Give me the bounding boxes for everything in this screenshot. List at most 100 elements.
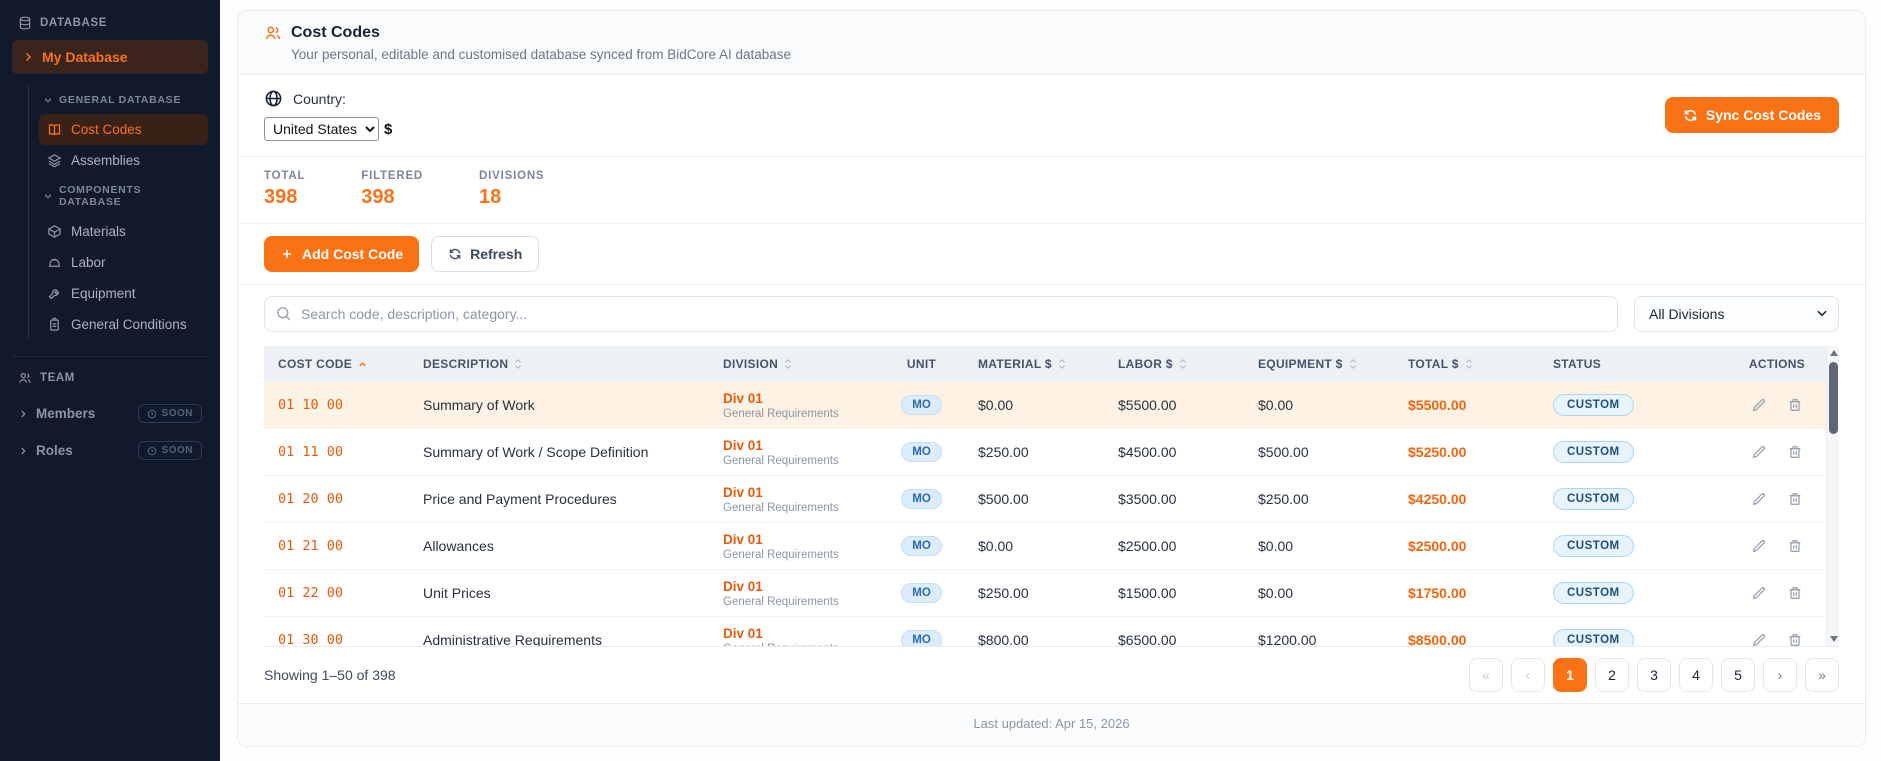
cost-codes-label: Cost Codes <box>71 122 142 137</box>
column-header-labor[interactable]: LABOR $ <box>1104 357 1244 371</box>
sidebar-team-header: TEAM <box>12 369 208 395</box>
description-header-label: DESCRIPTION <box>423 357 509 371</box>
table-row[interactable]: 01 11 00 Summary of Work / Scope Definit… <box>264 429 1839 476</box>
sidebar-item-equipment[interactable]: Equipment <box>39 278 208 309</box>
column-header-status: STATUS <box>1539 357 1689 371</box>
pagination-next-button[interactable]: › <box>1763 658 1797 692</box>
scrollbar-thumb[interactable] <box>1829 362 1838 434</box>
stat-total: TOTAL 398 <box>264 170 305 209</box>
soon-label: SOON <box>161 445 193 456</box>
users-icon <box>264 24 282 42</box>
column-header-total[interactable]: TOTAL $ <box>1394 357 1539 371</box>
division-filter-select[interactable]: All Divisions <box>1634 296 1839 332</box>
material-value: $250.00 <box>978 585 1029 601</box>
assemblies-label: Assemblies <box>71 153 141 168</box>
status-badge: CUSTOM <box>1553 582 1634 604</box>
search-input[interactable] <box>264 296 1618 332</box>
delete-button[interactable] <box>1787 585 1803 601</box>
edit-button[interactable] <box>1751 632 1767 646</box>
sort-icon <box>1348 358 1358 370</box>
delete-button[interactable] <box>1787 632 1803 646</box>
sidebar-database-label: DATABASE <box>40 17 107 29</box>
sidebar-item-general-conditions[interactable]: General Conditions <box>39 309 208 340</box>
division-sub-value: General Requirements <box>723 501 839 514</box>
members-label: Members <box>36 406 96 421</box>
unit-badge: MO <box>901 536 942 556</box>
sync-cost-codes-button[interactable]: Sync Cost Codes <box>1664 97 1839 133</box>
column-header-material[interactable]: MATERIAL $ <box>964 357 1104 371</box>
edit-button[interactable] <box>1751 491 1767 507</box>
components-database-label: COMPONENTS DATABASE <box>59 184 142 208</box>
pagination-page-1[interactable]: 1 <box>1553 658 1587 692</box>
sidebar-item-cost-codes[interactable]: Cost Codes <box>39 114 208 145</box>
sort-icon <box>783 358 793 370</box>
sidebar-database-header: DATABASE <box>12 14 208 40</box>
unit-badge: MO <box>901 442 942 462</box>
edit-button[interactable] <box>1751 538 1767 554</box>
pagination-page-5[interactable]: 5 <box>1721 658 1755 692</box>
edit-button[interactable] <box>1751 444 1767 460</box>
add-cost-code-button[interactable]: Add Cost Code <box>264 236 420 272</box>
labor-value: $3500.00 <box>1118 491 1177 507</box>
cost-code-header-label: COST CODE <box>278 357 353 371</box>
table-footer: Showing 1–50 of 398 « ‹ 1 2 3 4 5 › » <box>238 647 1865 703</box>
scrollbar-down-arrow[interactable] <box>1830 636 1838 642</box>
total-value: $5250.00 <box>1408 444 1467 460</box>
country-select[interactable]: United States <box>264 117 379 141</box>
showing-text: Showing 1–50 of 398 <box>264 667 396 683</box>
sidebar-item-assemblies[interactable]: Assemblies <box>39 145 208 176</box>
sort-icon <box>1178 358 1188 370</box>
card-header: Cost Codes Your personal, editable and c… <box>238 11 1865 75</box>
chevron-down-icon <box>43 191 53 201</box>
layers-icon <box>47 153 62 168</box>
equipment-value: $0.00 <box>1258 585 1294 601</box>
table-header-row: COST CODE DESCRIPTION DIVISION <box>264 346 1839 382</box>
column-header-equipment[interactable]: EQUIPMENT $ <box>1244 357 1394 371</box>
table-row[interactable]: 01 10 00 Summary of Work Div 01 General … <box>264 382 1839 429</box>
edit-button[interactable] <box>1751 397 1767 413</box>
cost-code-value: 01 30 00 <box>278 632 344 647</box>
sidebar-item-roles[interactable]: Roles SOON <box>12 432 208 469</box>
sidebar-tree: GENERAL DATABASE Cost Codes Assemblies C… <box>28 86 208 340</box>
column-header-description[interactable]: DESCRIPTION <box>409 357 709 371</box>
edit-button[interactable] <box>1751 585 1767 601</box>
sidebar-group-components-database[interactable]: COMPONENTS DATABASE <box>39 176 208 216</box>
pagination-page-3[interactable]: 3 <box>1637 658 1671 692</box>
stats-section: TOTAL 398 FILTERED 398 DIVISIONS 18 <box>238 157 1865 224</box>
division-sub-value: General Requirements <box>723 595 839 608</box>
delete-button[interactable] <box>1787 444 1803 460</box>
pagination-first-button[interactable]: « <box>1469 658 1503 692</box>
table-row[interactable]: 01 21 00 Allowances Div 01 General Requi… <box>264 523 1839 570</box>
sort-icon <box>1464 358 1474 370</box>
delete-button[interactable] <box>1787 491 1803 507</box>
pagination-last-button[interactable]: » <box>1805 658 1839 692</box>
sidebar-item-materials[interactable]: Materials <box>39 216 208 247</box>
pagination-prev-button[interactable]: ‹ <box>1511 658 1545 692</box>
column-header-division[interactable]: DIVISION <box>709 357 879 371</box>
delete-button[interactable] <box>1787 397 1803 413</box>
refresh-button[interactable]: Refresh <box>431 236 540 272</box>
total-header-label: TOTAL $ <box>1408 357 1459 371</box>
stat-filtered: FILTERED 398 <box>361 170 423 209</box>
pagination-page-4[interactable]: 4 <box>1679 658 1713 692</box>
delete-button[interactable] <box>1787 538 1803 554</box>
cost-code-value: 01 21 00 <box>278 538 344 554</box>
table-row[interactable]: 01 30 00 Administrative Requirements Div… <box>264 617 1839 647</box>
table-row[interactable]: 01 22 00 Unit Prices Div 01 General Requ… <box>264 570 1839 617</box>
materials-label: Materials <box>71 224 126 239</box>
division-cell: Div 01 General Requirements <box>709 485 879 514</box>
sidebar-group-general-database[interactable]: GENERAL DATABASE <box>39 86 208 114</box>
status-badge: CUSTOM <box>1553 394 1634 416</box>
sidebar-item-labor[interactable]: Labor <box>39 247 208 278</box>
members-soon-badge: SOON <box>137 404 202 423</box>
sidebar-item-members[interactable]: Members SOON <box>12 395 208 432</box>
unit-badge: MO <box>901 583 942 603</box>
table-row[interactable]: 01 20 00 Price and Payment Procedures Di… <box>264 476 1839 523</box>
stat-filtered-label: FILTERED <box>361 170 424 182</box>
division-header-label: DIVISION <box>723 357 779 371</box>
column-header-cost-code[interactable]: COST CODE <box>264 357 409 371</box>
scrollbar-up-arrow[interactable] <box>1830 350 1838 356</box>
sidebar-item-my-database[interactable]: My Database <box>12 40 208 74</box>
table-scrollbar[interactable] <box>1826 346 1839 646</box>
pagination-page-2[interactable]: 2 <box>1595 658 1629 692</box>
